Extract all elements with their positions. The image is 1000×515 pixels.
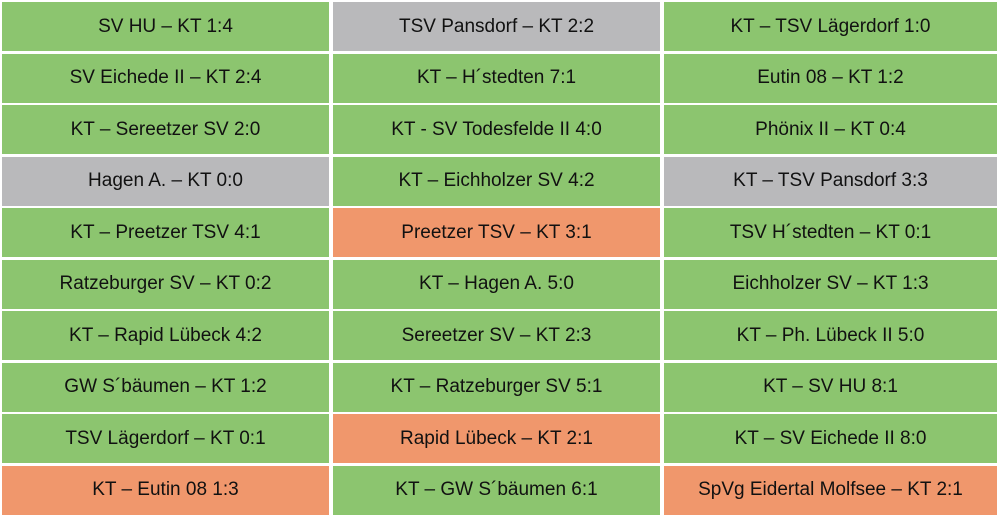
match-cell: Eutin 08 – KT 1:2 <box>664 53 997 103</box>
match-cell: SV HU – KT 1:4 <box>2 2 329 51</box>
match-cell: SpVg Eidertal Molfsee – KT 2:1 <box>664 465 997 515</box>
match-cell: KT - SV Todesfelde II 4:0 <box>333 105 660 154</box>
match-cell: KT – SV HU 8:1 <box>664 362 997 412</box>
match-cell: TSV H´stedten – KT 0:1 <box>664 208 997 257</box>
match-cell: KT – Sereetzer SV 2:0 <box>2 105 329 154</box>
match-cell: KT – SV Eichede II 8:0 <box>664 414 997 463</box>
match-cell: Sereetzer SV – KT 2:3 <box>333 311 660 360</box>
match-cell: TSV Lägerdorf – KT 0:1 <box>2 414 329 463</box>
match-cell: KT – H´stedten 7:1 <box>333 53 660 103</box>
match-cell: Phönix II – KT 0:4 <box>664 105 997 154</box>
match-cell: KT – Preetzer TSV 4:1 <box>2 208 329 257</box>
match-cell: KT – Eichholzer SV 4:2 <box>333 156 660 206</box>
match-cell: KT – Rapid Lübeck 4:2 <box>2 311 329 360</box>
match-cell: KT – Hagen A. 5:0 <box>333 259 660 309</box>
match-cell: KT – GW S´bäumen 6:1 <box>333 465 660 515</box>
match-cell: KT – Ph. Lübeck II 5:0 <box>664 311 997 360</box>
match-cell: TSV Pansdorf – KT 2:2 <box>333 2 660 51</box>
match-cell: Rapid Lübeck – KT 2:1 <box>333 414 660 463</box>
match-cell: Preetzer TSV – KT 3:1 <box>333 208 660 257</box>
match-cell: SV Eichede II – KT 2:4 <box>2 53 329 103</box>
match-cell: Hagen A. – KT 0:0 <box>2 156 329 206</box>
match-cell: KT – Ratzeburger SV 5:1 <box>333 362 660 412</box>
match-cell: GW S´bäumen – KT 1:2 <box>2 362 329 412</box>
match-cell: KT – TSV Lägerdorf 1:0 <box>664 2 997 51</box>
match-cell: KT – Eutin 08 1:3 <box>2 465 329 515</box>
match-cell: KT – TSV Pansdorf 3:3 <box>664 156 997 206</box>
match-cell: Eichholzer SV – KT 1:3 <box>664 259 997 309</box>
match-cell: Ratzeburger SV – KT 0:2 <box>2 259 329 309</box>
